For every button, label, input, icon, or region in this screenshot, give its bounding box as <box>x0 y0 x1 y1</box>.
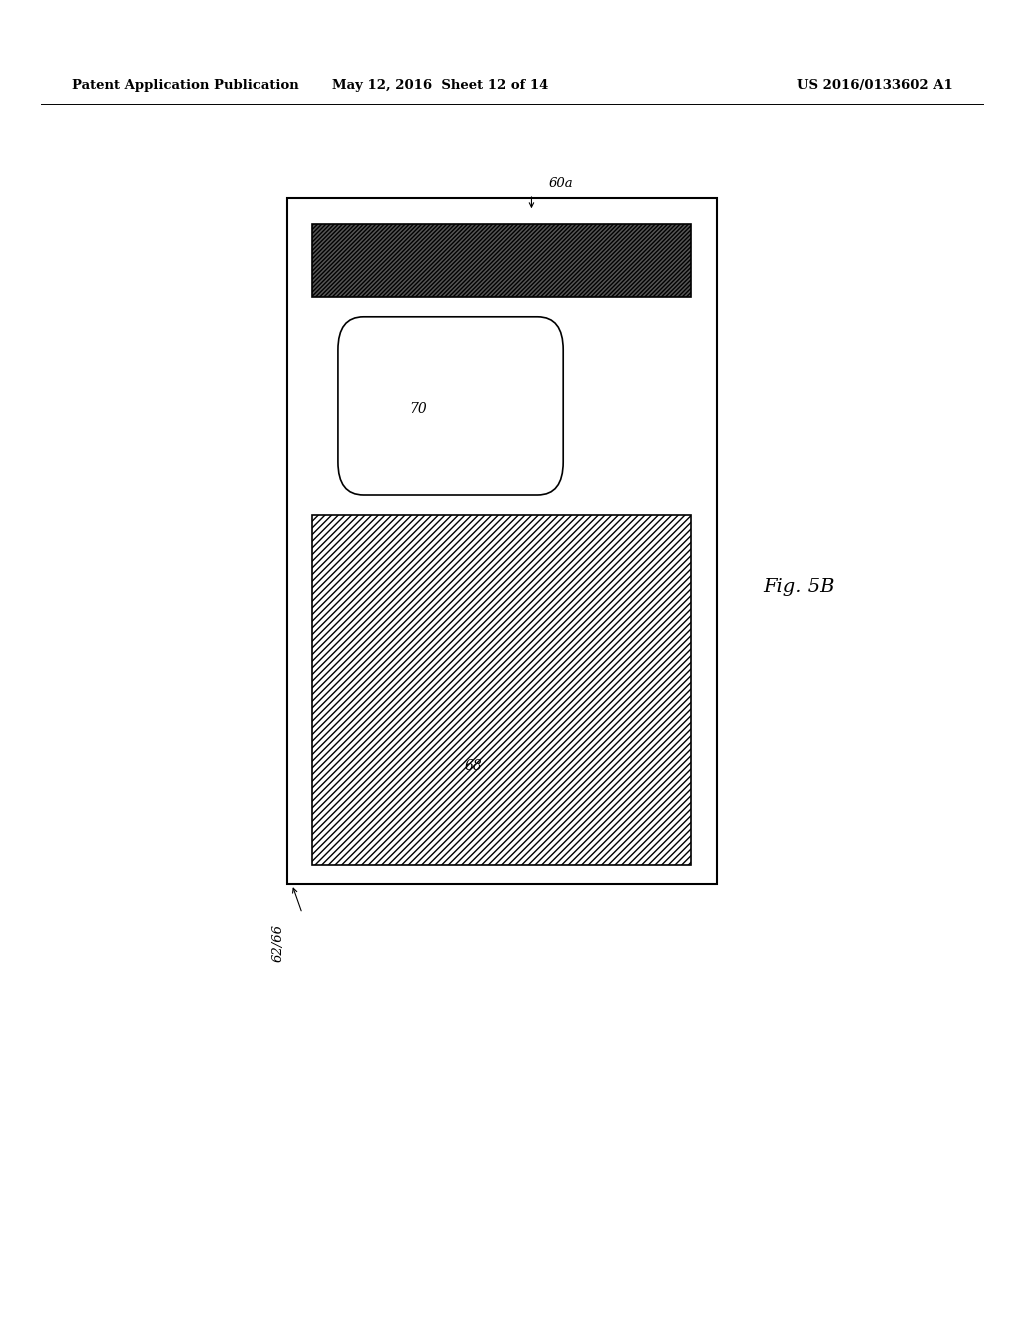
Text: May 12, 2016  Sheet 12 of 14: May 12, 2016 Sheet 12 of 14 <box>332 79 549 92</box>
Text: 60a: 60a <box>549 177 573 190</box>
Text: Fig. 5B: Fig. 5B <box>763 578 835 597</box>
Text: 68: 68 <box>465 759 482 772</box>
Text: US 2016/0133602 A1: US 2016/0133602 A1 <box>797 79 952 92</box>
Bar <box>312 224 691 297</box>
Bar <box>312 515 691 865</box>
Text: Patent Application Publication: Patent Application Publication <box>72 79 298 92</box>
Text: 70: 70 <box>409 403 427 416</box>
FancyBboxPatch shape <box>338 317 563 495</box>
Text: 62/66: 62/66 <box>272 924 285 962</box>
Bar <box>287 198 717 884</box>
